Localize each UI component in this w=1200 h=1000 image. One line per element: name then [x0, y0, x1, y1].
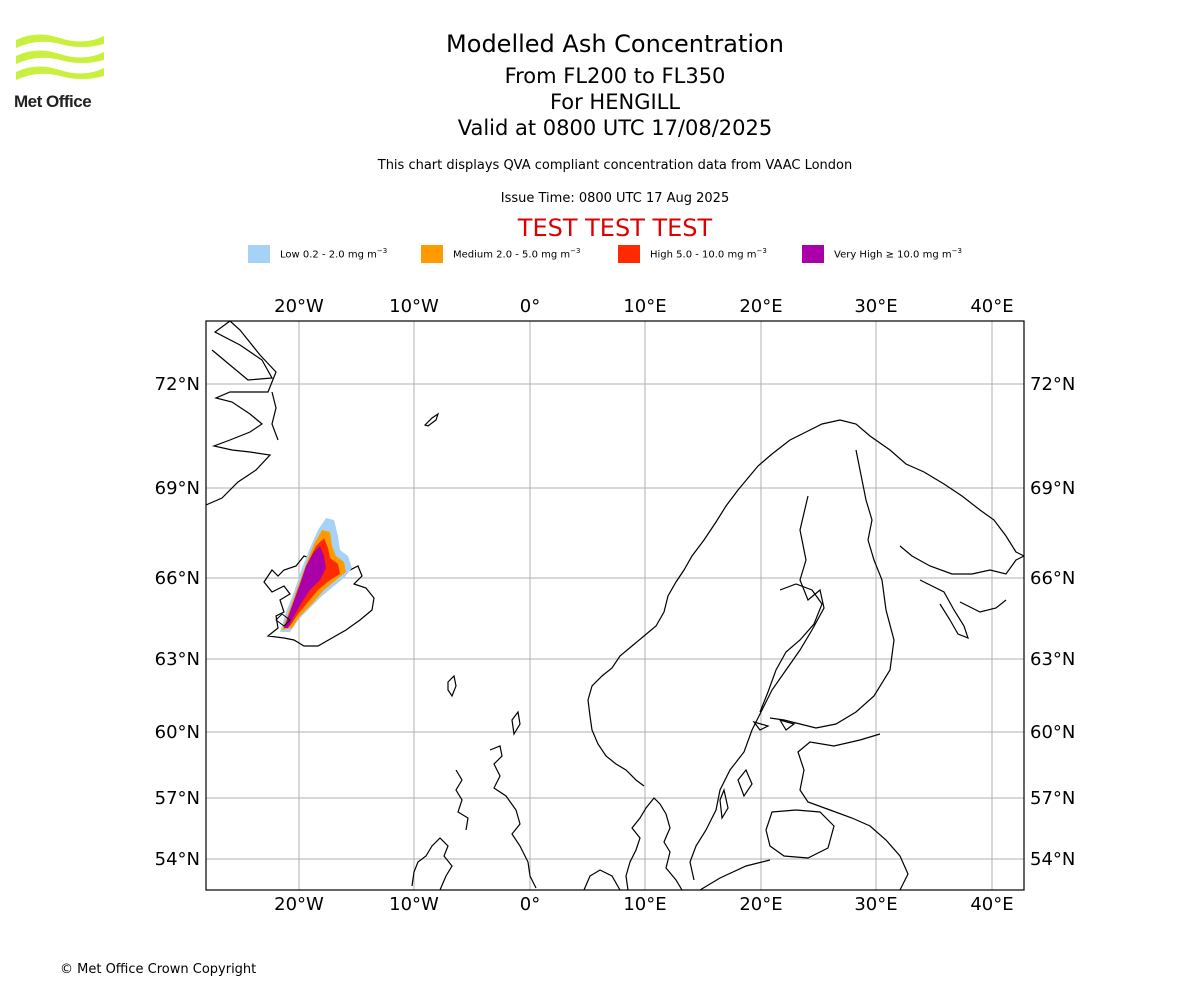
lat-tick-right: 60°N: [1030, 722, 1075, 743]
lat-tick-left: 60°N: [155, 722, 200, 743]
lon-tick-labels: 20°W 10°W 0° 10°E 20°E 30°E 40°E 20°W 10…: [274, 296, 1013, 915]
legend-item-very-high: Very High ≥ 10.0 mg m−3: [802, 244, 962, 264]
volcano-name: For HENGILL: [549, 90, 681, 114]
kola-coast: [899, 545, 1024, 640]
lat-tick-left: 72°N: [155, 374, 200, 395]
greenland-coast: [206, 321, 277, 506]
lat-tick-labels: 72°N 69°N 66°N 63°N 60°N 57°N 54°N 72°N …: [155, 374, 1076, 870]
lon-tick-top: 30°E: [854, 296, 897, 317]
lon-tick-bottom: 10°E: [623, 894, 666, 915]
legend-label-low: Low 0.2 - 2.0 mg m: [280, 249, 377, 261]
legend-label-medium: Medium 2.0 - 5.0 mg m: [453, 249, 571, 261]
flight-level-range: From FL200 to FL350: [504, 64, 726, 88]
lat-tick-right: 66°N: [1030, 568, 1075, 589]
legend-swatch-low: [248, 245, 270, 263]
lon-tick-top: 10°E: [623, 296, 666, 317]
lat-tick-left: 66°N: [155, 568, 200, 589]
chart-description: This chart displays QVA compliant concen…: [377, 158, 853, 173]
map-frame: [205, 320, 1025, 891]
coastlines: [206, 321, 1024, 890]
lon-tick-top: 20°E: [739, 296, 782, 317]
legend-unit-exponent: −3: [756, 247, 767, 256]
ash-contour-very-high: [284, 546, 326, 628]
faroe-coast: [447, 674, 457, 698]
lat-tick-right: 69°N: [1030, 478, 1075, 499]
legend-item-low: Low 0.2 - 2.0 mg m−3: [248, 244, 387, 264]
legend-unit-exponent: −3: [570, 247, 581, 256]
met-office-logo: [16, 34, 104, 80]
ash-plume: [275, 518, 352, 632]
lat-tick-right: 72°N: [1030, 374, 1075, 395]
denmark-coast: [625, 797, 683, 890]
lon-tick-bottom: 20°E: [739, 894, 782, 915]
logo-text: Met Office: [14, 92, 92, 111]
legend-unit-exponent: −3: [376, 247, 388, 256]
legend-label-high: High 5.0 - 10.0 mg m: [650, 249, 757, 261]
lat-tick-left: 54°N: [155, 849, 200, 870]
legend-swatch-very-high: [802, 245, 824, 263]
chart-title: Modelled Ash Concentration: [446, 30, 784, 58]
issue-time: Issue Time: 0800 UTC 17 Aug 2025: [500, 191, 730, 206]
shetland-coast: [511, 710, 521, 736]
lon-tick-top: 0°: [520, 296, 540, 317]
lon-tick-bottom: 10°W: [389, 894, 439, 915]
lon-tick-bottom: 20°W: [274, 894, 324, 915]
legend-item-high: High 5.0 - 10.0 mg m−3: [618, 244, 767, 264]
map-gridlines: [206, 321, 1024, 890]
legend-label-very-high: Very High ≥ 10.0 mg m: [834, 249, 952, 261]
lon-tick-top: 40°E: [970, 296, 1013, 317]
lon-tick-top: 10°W: [389, 296, 439, 317]
lat-tick-left: 63°N: [155, 649, 200, 670]
lon-tick-bottom: 0°: [520, 894, 540, 915]
lon-tick-top: 20°W: [274, 296, 324, 317]
legend-unit-exponent: −3: [951, 247, 962, 256]
test-banner: TEST TEST TEST: [517, 214, 713, 242]
norway-coast: [587, 419, 1024, 787]
valid-time: Valid at 0800 UTC 17/08/2025: [457, 116, 773, 140]
lon-tick-bottom: 30°E: [854, 894, 897, 915]
lon-tick-bottom: 40°E: [970, 894, 1013, 915]
lat-tick-left: 69°N: [155, 478, 200, 499]
baltic-states-coast: [797, 733, 909, 890]
lat-tick-right: 54°N: [1030, 849, 1075, 870]
legend-swatch-medium: [421, 245, 443, 263]
lat-tick-right: 63°N: [1030, 649, 1075, 670]
lat-tick-right: 57°N: [1030, 788, 1075, 809]
legend-item-medium: Medium 2.0 - 5.0 mg m−3: [421, 244, 580, 264]
lat-tick-left: 57°N: [155, 788, 200, 809]
legend-swatch-high: [618, 245, 640, 263]
jan-mayen-coast: [423, 412, 440, 427]
volcano-marker: [275, 613, 291, 627]
copyright-notice: © Met Office Crown Copyright: [60, 962, 257, 977]
scotland-coast: [411, 745, 537, 890]
